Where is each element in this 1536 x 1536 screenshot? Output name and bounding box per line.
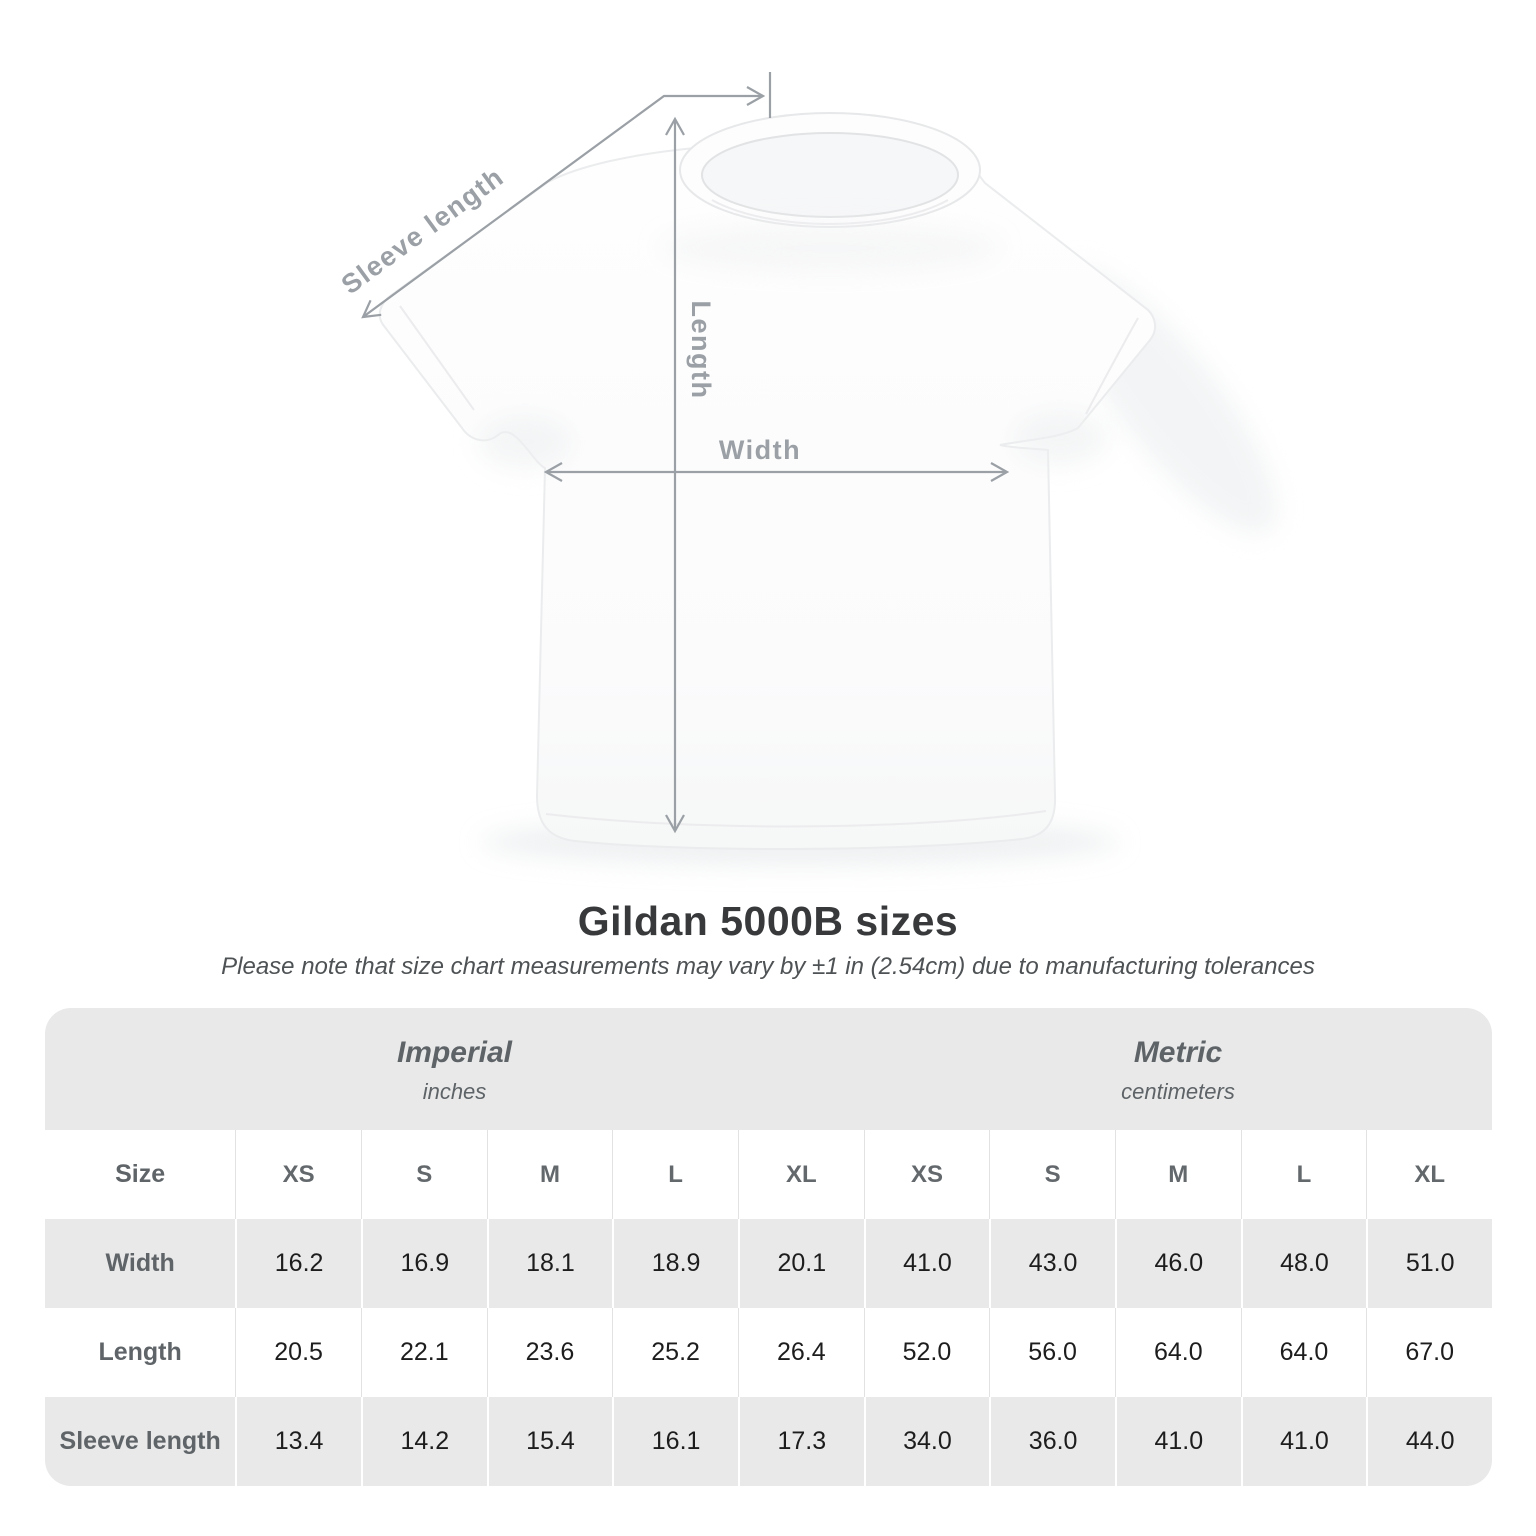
right-underarm-shading	[1012, 410, 1108, 466]
sleeve-metric-xl: 44.0	[1366, 1397, 1492, 1486]
length-imperial-xl: 26.4	[737, 1308, 864, 1397]
sleeve-metric-s: 36.0	[989, 1397, 1115, 1486]
imperial-size-xs: XS	[235, 1130, 361, 1219]
imperial-size-s: S	[360, 1130, 487, 1219]
collar-inner	[701, 132, 959, 218]
width-imperial-xs: 16.2	[235, 1219, 361, 1308]
right-sleeve-hem-seam	[1085, 317, 1139, 415]
unit-group-row: Imperial inches Metric centimeters	[45, 1008, 1492, 1130]
imperial-size-m: M	[486, 1130, 613, 1219]
size-header-row: Size XS S M L XL XS S M L XL	[45, 1130, 1492, 1219]
length-imperial-s: 22.1	[360, 1308, 487, 1397]
width-metric-m: 46.0	[1114, 1219, 1241, 1308]
metric-group-title: Metric	[1133, 1035, 1223, 1069]
row-label-length: Length	[98, 1338, 182, 1366]
sleeve-imperial-l: 16.1	[612, 1397, 738, 1486]
width-metric-l: 48.0	[1240, 1219, 1367, 1308]
metric-group-header: Metric centimeters	[864, 1008, 1492, 1130]
table-row-width: Width 16.2 16.9 18.1 18.9 20.1 41.0 43.0…	[45, 1219, 1492, 1308]
metric-size-m: M	[1114, 1130, 1241, 1219]
sleeve-metric-m: 41.0	[1114, 1397, 1241, 1486]
length-metric-l: 64.0	[1240, 1308, 1367, 1397]
imperial-group-unit: inches	[422, 1078, 487, 1104]
length-label: Length	[686, 301, 716, 400]
metric-size-l: L	[1240, 1130, 1367, 1219]
width-imperial-s: 16.9	[360, 1219, 487, 1308]
width-metric-s: 43.0	[989, 1219, 1115, 1308]
length-metric-xs: 52.0	[863, 1308, 990, 1397]
sleeve-imperial-s: 14.2	[360, 1397, 487, 1486]
width-imperial-xl: 20.1	[737, 1219, 864, 1308]
imperial-size-l: L	[612, 1130, 738, 1219]
table-row-sleeve-length: Sleeve length 13.4 14.2 15.4 16.1 17.3 3…	[45, 1397, 1492, 1486]
length-imperial-xs: 20.5	[235, 1308, 361, 1397]
bottom-hem-seam	[545, 810, 1047, 828]
tolerance-note: Please note that size chart measurements…	[221, 953, 1315, 980]
metric-size-s: S	[989, 1130, 1115, 1219]
width-metric-xs: 41.0	[863, 1219, 990, 1308]
sleeve-length-arrow	[361, 86, 766, 319]
sleeve-metric-xs: 34.0	[863, 1397, 990, 1486]
sleeve-imperial-xl: 17.3	[737, 1397, 864, 1486]
left-sleeve-hem-seam	[399, 305, 475, 411]
metric-size-xl: XL	[1366, 1130, 1492, 1219]
length-metric-s: 56.0	[989, 1308, 1115, 1397]
collar-shading	[660, 224, 1000, 272]
table-row-length: Length 20.5 22.1 23.6 25.2 26.4 52.0 56.…	[45, 1308, 1492, 1397]
imperial-group-header: Imperial inches	[45, 1008, 864, 1130]
page-title: Gildan 5000B sizes	[577, 898, 959, 944]
size-chart-table: Imperial inches Metric centimeters Size …	[45, 1008, 1492, 1486]
length-imperial-m: 23.6	[486, 1308, 613, 1397]
length-metric-m: 64.0	[1114, 1308, 1241, 1397]
size-column-header: Size	[115, 1160, 166, 1188]
width-label: Width	[719, 435, 801, 465]
left-underarm-shading	[477, 414, 573, 470]
row-label-sleeve-length: Sleeve length	[59, 1427, 221, 1455]
tshirt-measurement-diagram: Sleeve length Length Width	[336, 72, 1277, 866]
length-metric-xl: 67.0	[1366, 1308, 1492, 1397]
metric-group-unit: centimeters	[1121, 1078, 1235, 1104]
width-metric-xl: 51.0	[1366, 1219, 1492, 1308]
width-imperial-l: 18.9	[612, 1219, 738, 1308]
sleeve-metric-l: 41.0	[1240, 1397, 1367, 1486]
row-label-width: Width	[105, 1249, 175, 1277]
metric-size-xs: XS	[863, 1130, 990, 1219]
width-imperial-m: 18.1	[486, 1219, 613, 1308]
imperial-group-title: Imperial	[396, 1035, 513, 1069]
imperial-size-xl: XL	[737, 1130, 864, 1219]
sleeve-imperial-xs: 13.4	[235, 1397, 361, 1486]
length-imperial-l: 25.2	[612, 1308, 738, 1397]
sleeve-imperial-m: 15.4	[486, 1397, 613, 1486]
